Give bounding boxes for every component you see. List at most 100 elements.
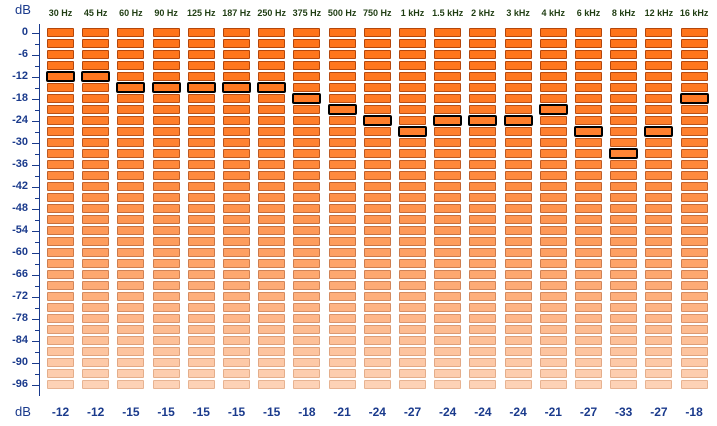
y-tick-mark (32, 186, 40, 188)
peak-indicator (538, 104, 568, 115)
peak-readout: -15 (227, 405, 246, 419)
meter-segment (363, 94, 391, 103)
meter-segment (47, 358, 74, 367)
meter-segment (504, 72, 532, 81)
meter-segment (223, 193, 250, 202)
meter-segment (47, 105, 74, 114)
meter-segment (328, 171, 356, 180)
meter-segment (328, 193, 356, 202)
meter-segment (610, 94, 638, 103)
meter-segment (575, 259, 602, 268)
meter-segment (293, 314, 321, 323)
meter-segment (152, 380, 180, 389)
frequency-label: 3 kHz (506, 8, 530, 18)
meter-segment (434, 226, 462, 235)
meter-segment (469, 94, 497, 103)
meter-segment (610, 358, 638, 367)
meter-segment (399, 325, 426, 334)
meter-segment (187, 94, 215, 103)
meter-segment (399, 369, 426, 378)
meter-segment (680, 259, 708, 268)
meter-segment (399, 347, 426, 356)
meter-segment (293, 182, 321, 191)
meter-segment (117, 182, 145, 191)
frequency-label: 2 kHz (471, 8, 495, 18)
meter-segment (575, 380, 602, 389)
meter-segment (469, 226, 497, 235)
meter-segment (539, 149, 567, 158)
frequency-label: 750 Hz (363, 8, 392, 18)
y-tick-mark (32, 274, 40, 276)
meter-segment (680, 171, 708, 180)
meter-segment (680, 160, 708, 169)
meter-segment (258, 149, 286, 158)
meter-segment (328, 138, 356, 147)
meter-segment (399, 105, 426, 114)
meter-segment (399, 226, 426, 235)
meter-segment (575, 336, 602, 345)
meter-segment (399, 50, 426, 59)
meter-segment (469, 237, 497, 246)
meter-segment (223, 380, 250, 389)
y-tick-mark (32, 230, 40, 232)
meter-segment (469, 281, 497, 290)
meter-segment (680, 325, 708, 334)
meter-segment (258, 50, 286, 59)
meter-segment (575, 149, 602, 158)
meter-segment (363, 171, 391, 180)
meter-segment (117, 149, 145, 158)
meter-segment (82, 259, 110, 268)
meter-segment (610, 325, 638, 334)
meter-segment (363, 182, 391, 191)
meter-segment (223, 314, 250, 323)
meter-segment (117, 138, 145, 147)
meter-segment (575, 182, 602, 191)
peak-indicator (468, 115, 498, 126)
db-unit-top: dB (15, 2, 31, 17)
peak-readout: -21 (544, 405, 562, 419)
meter-segment (363, 204, 391, 213)
meter-segment (539, 83, 567, 92)
meter-segment (399, 94, 426, 103)
meter-segment (293, 127, 321, 136)
meter-segment (258, 61, 286, 70)
peak-readout: -15 (263, 405, 281, 419)
meter-segment (82, 303, 110, 312)
meter-segment (539, 61, 567, 70)
meter-segment (469, 28, 497, 37)
meter-segment (469, 72, 497, 81)
meter-segment (434, 215, 462, 224)
meter-segment (258, 270, 286, 279)
y-minor-tick (35, 351, 40, 353)
y-tick-label: 0 (21, 25, 28, 38)
meter-segment (645, 336, 673, 345)
meter-segment (293, 83, 321, 92)
y-minor-tick (35, 153, 40, 155)
y-tick-label: -72 (12, 289, 28, 302)
meter-segment (469, 314, 497, 323)
meter-segment (117, 39, 145, 48)
meter-segment (258, 259, 286, 268)
meter-segment (575, 116, 602, 125)
meter-segment (152, 171, 180, 180)
meter-segment (47, 193, 74, 202)
frequency-label: 4 kHz (541, 8, 566, 18)
meter-segment (152, 358, 180, 367)
meter-segment (47, 248, 74, 257)
y-tick-mark (32, 120, 40, 122)
meter-segment (152, 39, 180, 48)
meter-segment (469, 204, 497, 213)
meter-segment (258, 314, 286, 323)
meter-segment (82, 325, 110, 334)
meter-segment (434, 380, 462, 389)
meter-segment (117, 215, 145, 224)
meter-segment (504, 237, 532, 246)
meter-segment (575, 237, 602, 246)
meter-segment (117, 204, 145, 213)
meter-segment (117, 281, 145, 290)
meter-segment (293, 149, 321, 158)
meter-segment (293, 248, 321, 257)
meter-segment (293, 28, 321, 37)
y-minor-tick (35, 87, 40, 89)
meter-segment (610, 237, 638, 246)
